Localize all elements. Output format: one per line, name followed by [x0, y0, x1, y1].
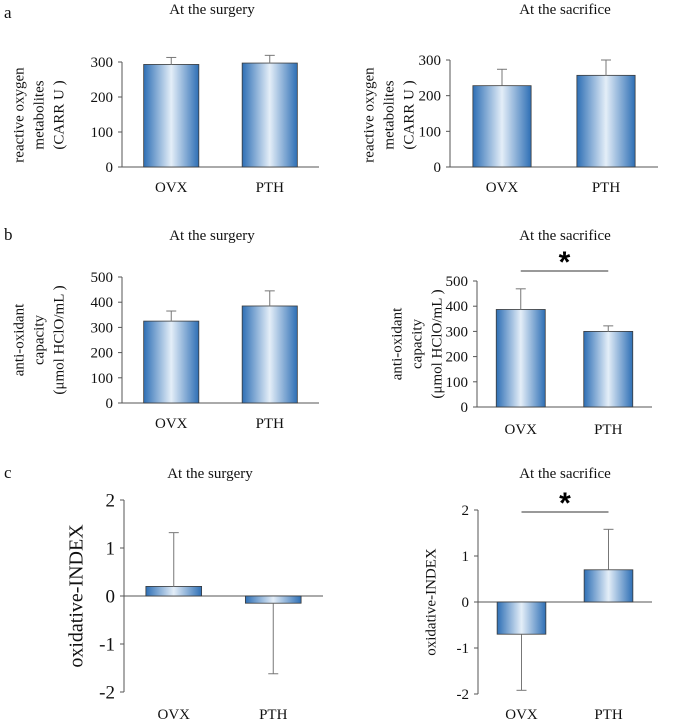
chart-2-title: At the sacrifice [519, 2, 611, 18]
chart-3-y-tick-label: 200 [91, 346, 114, 362]
chart-6-bar-pth [583, 569, 634, 603]
chart-6-title: At the sacrifice [519, 466, 611, 482]
chart-4-y-axis-label: anti-oxidant [389, 307, 405, 380]
chart-3-category-label: PTH [256, 416, 285, 432]
chart-4-y-axis-label: (μmol HClO/mL ) [429, 289, 445, 398]
chart-4-category-label: PTH [594, 422, 623, 438]
chart-6-y-tick-label: -2 [457, 687, 470, 703]
chart-5-y-tick-label: 2 [106, 490, 116, 511]
chart-3-y-axis-label: (μmol HClO/mL ) [51, 285, 67, 394]
chart-5-category-label: OVX [158, 707, 191, 723]
chart-6-bar-ovx [496, 601, 547, 635]
chart-6-category-label: OVX [505, 707, 538, 723]
panel-letter-a: a [4, 3, 12, 22]
chart-5-y-tick-label: 0 [106, 586, 116, 607]
chart-4-bar-pth [583, 330, 634, 408]
chart-4-y-tick-label: 0 [461, 400, 469, 416]
chart-3-y-tick-label: 0 [106, 396, 114, 412]
chart-2-y-axis-label: reactive oxygen [361, 67, 377, 163]
chart-2-y-axis-label: (CARR U ) [401, 80, 417, 149]
chart-3-y-tick-label: 500 [91, 270, 114, 286]
chart-6-y-tick-label: 1 [462, 549, 470, 565]
chart-3-bar-pth [241, 305, 298, 404]
chart-6-y-tick-label: -1 [457, 641, 470, 657]
chart-1-category-label: PTH [256, 180, 285, 196]
chart-6-y-tick-label: 0 [462, 595, 470, 611]
chart-1-category-label: OVX [155, 180, 188, 196]
chart-1-y-axis-label: metabolites [31, 80, 47, 149]
chart-3-y-axis-label: capacity [31, 315, 47, 365]
chart-4-y-tick-label: 200 [446, 350, 469, 366]
chart-5-bar-pth [244, 595, 302, 604]
chart-6-significance-star: * [559, 487, 571, 520]
chart-2-y-axis-label: metabolites [381, 80, 397, 149]
chart-1-y-axis-label: reactive oxygen [11, 67, 27, 163]
panel-letter-c: c [4, 463, 12, 482]
chart-1-y-tick-label: 100 [91, 125, 114, 141]
chart-6-category-label: PTH [594, 707, 623, 723]
chart-2-bar-ovx [472, 85, 532, 168]
chart-4-bar-ovx [495, 309, 546, 408]
chart-5-title: At the surgery [167, 466, 253, 482]
chart-3-title: At the surgery [169, 228, 255, 244]
chart-2-y-tick-label: 100 [419, 124, 442, 140]
chart-6-y-tick-label: 2 [462, 503, 470, 519]
chart-1-title: At the surgery [169, 2, 255, 18]
chart-1-y-tick-label: 200 [91, 90, 114, 106]
chart-5-y-tick-label: -2 [99, 682, 115, 703]
chart-2-category-label: OVX [486, 180, 519, 196]
chart-2-y-tick-label: 200 [419, 89, 442, 105]
chart-4-y-axis-label: capacity [409, 319, 425, 369]
chart-5-y-tick-label: -1 [99, 634, 115, 655]
chart-5-y-axis-label: oxidative-INDEX [66, 524, 88, 668]
chart-5-bar-ovx [145, 586, 203, 597]
chart-2-y-tick-label: 0 [434, 160, 442, 176]
chart-4-title: At the sacrifice [519, 228, 611, 244]
chart-5-category-label: PTH [259, 707, 288, 723]
chart-4-y-tick-label: 400 [446, 299, 469, 315]
chart-1-bar-pth [241, 62, 298, 168]
chart-3-y-axis-label: anti-oxidant [11, 303, 27, 376]
panel-letter-b: b [4, 225, 13, 244]
chart-6-y-axis-label: oxidative-INDEX [423, 548, 439, 656]
chart-3-category-label: OVX [155, 416, 188, 432]
chart-4-significance-star: * [559, 246, 571, 279]
chart-4-y-tick-label: 100 [446, 375, 469, 391]
chart-2-y-tick-label: 300 [419, 53, 442, 69]
chart-2-bar-pth [576, 74, 636, 168]
chart-1-bar-ovx [143, 64, 200, 168]
chart-3-y-tick-label: 300 [91, 320, 114, 336]
chart-5-y-tick-label: 1 [106, 538, 116, 559]
chart-1-y-axis-label: (CARR U ) [51, 80, 67, 149]
chart-3-y-tick-label: 100 [91, 371, 114, 387]
chart-2-category-label: PTH [592, 180, 621, 196]
chart-1-y-tick-label: 0 [106, 160, 114, 176]
chart-4-y-tick-label: 500 [446, 274, 469, 290]
chart-4-category-label: OVX [505, 422, 538, 438]
chart-1-y-tick-label: 300 [91, 55, 114, 71]
chart-3-y-tick-label: 400 [91, 295, 114, 311]
chart-4-y-tick-label: 300 [446, 324, 469, 340]
chart-3-bar-ovx [143, 320, 200, 404]
